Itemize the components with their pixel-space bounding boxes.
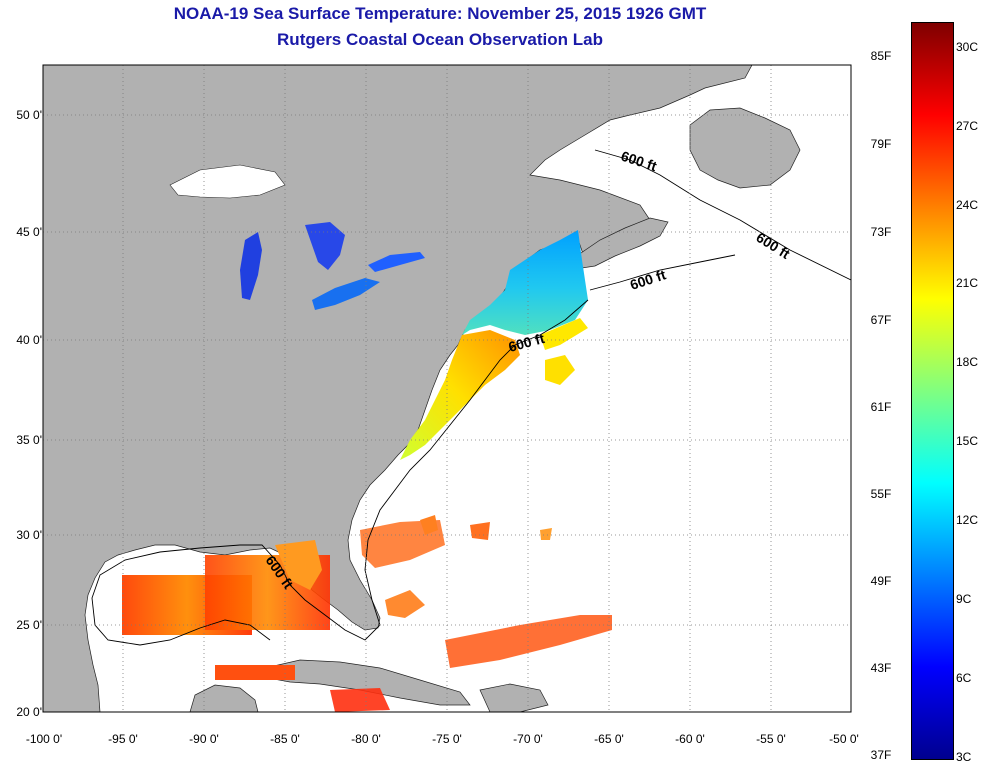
- lat-tick-45: 45 0': [16, 225, 42, 239]
- colorbar-f-79: 79F: [870, 137, 892, 151]
- gulf-sst-south: [215, 665, 295, 680]
- lat-tick-35: 35 0': [16, 433, 42, 447]
- colorbar-f-43: 43F: [870, 661, 892, 675]
- shelf-edge-warm: [540, 318, 588, 350]
- colorbar-f-85: 85F: [870, 49, 892, 63]
- colorbar-c-12: 12C: [956, 513, 979, 527]
- isobath-600ft: [91, 149, 851, 646]
- lat-tick-50: 50 0': [16, 108, 42, 122]
- lon-tick-60: -60 0': [675, 732, 705, 746]
- lat-tick-30: 30 0': [16, 528, 42, 542]
- bahamas-warm-patch: [360, 520, 445, 568]
- lon-tick-55: -55 0': [756, 732, 786, 746]
- colorbar-c-3: 3C: [956, 750, 972, 764]
- lat-tick-20: 20 0': [16, 705, 42, 719]
- lake-superior: [169, 164, 286, 199]
- lon-tick-90: -90 0': [189, 732, 219, 746]
- nova-scotia-land: [577, 217, 669, 269]
- map-title: NOAA-19 Sea Surface Temperature: Novembe…: [173, 4, 707, 23]
- lon-tick-95: -95 0': [108, 732, 138, 746]
- yucatan-land: [189, 684, 259, 712]
- newfoundland-land: [689, 107, 801, 189]
- colorbar-c-21: 21C: [956, 276, 979, 290]
- temperature-colorbar: [911, 22, 954, 760]
- caribbean-warm-patch: [330, 688, 390, 712]
- map-subtitle: Rutgers Coastal Ocean Observation Lab: [277, 30, 603, 49]
- northeast-shelf-sst: [462, 230, 588, 335]
- colorbar-f-37: 37F: [870, 748, 892, 762]
- colorbar-c-24: 24C: [956, 198, 979, 212]
- colorbar-c-15: 15C: [956, 434, 979, 448]
- hispaniola-land: [479, 683, 549, 712]
- midatlantic-shelf-sst: [400, 330, 520, 460]
- lon-tick-80: -80 0': [351, 732, 381, 746]
- lake-huron-sst: [305, 222, 345, 270]
- colorbar-f-67: 67F: [870, 313, 892, 327]
- warm-speckle-3: [540, 528, 552, 540]
- lake-erie-sst: [312, 278, 380, 310]
- warm-speckle-4: [385, 590, 425, 618]
- lon-tick-75: -75 0': [432, 732, 462, 746]
- lake-michigan-sst: [240, 232, 262, 300]
- lon-tick-65: -65 0': [594, 732, 624, 746]
- colorbar-c-30: 30C: [956, 40, 979, 54]
- lon-tick-70: -70 0': [513, 732, 543, 746]
- graticule: [43, 65, 851, 712]
- colorbar-f-61: 61F: [870, 400, 892, 414]
- colorbar-c-18: 18C: [956, 355, 979, 369]
- warm-speckle-2: [470, 522, 490, 540]
- lake-ontario-sst: [368, 252, 425, 272]
- atlantic-warm-band: [445, 615, 612, 668]
- cuba-land: [264, 659, 471, 706]
- slope-spots: [545, 355, 575, 385]
- warm-speckle-1: [420, 515, 438, 535]
- lat-tick-40: 40 0': [16, 333, 42, 347]
- lon-tick-100: -100 0': [25, 732, 63, 746]
- colorbar-f-55: 55F: [870, 487, 892, 501]
- colorbar-f-49: 49F: [870, 574, 892, 588]
- colorbar-c-27: 27C: [956, 119, 979, 133]
- colorbar-c-9: 9C: [956, 592, 972, 606]
- colorbar-c-6: 6C: [956, 671, 972, 685]
- lon-tick-85: -85 0': [270, 732, 300, 746]
- florida-west-sst: [275, 540, 322, 590]
- lat-tick-25: 25 0': [16, 618, 42, 632]
- lon-tick-50: -50 0': [829, 732, 859, 746]
- colorbar-f-73: 73F: [870, 225, 892, 239]
